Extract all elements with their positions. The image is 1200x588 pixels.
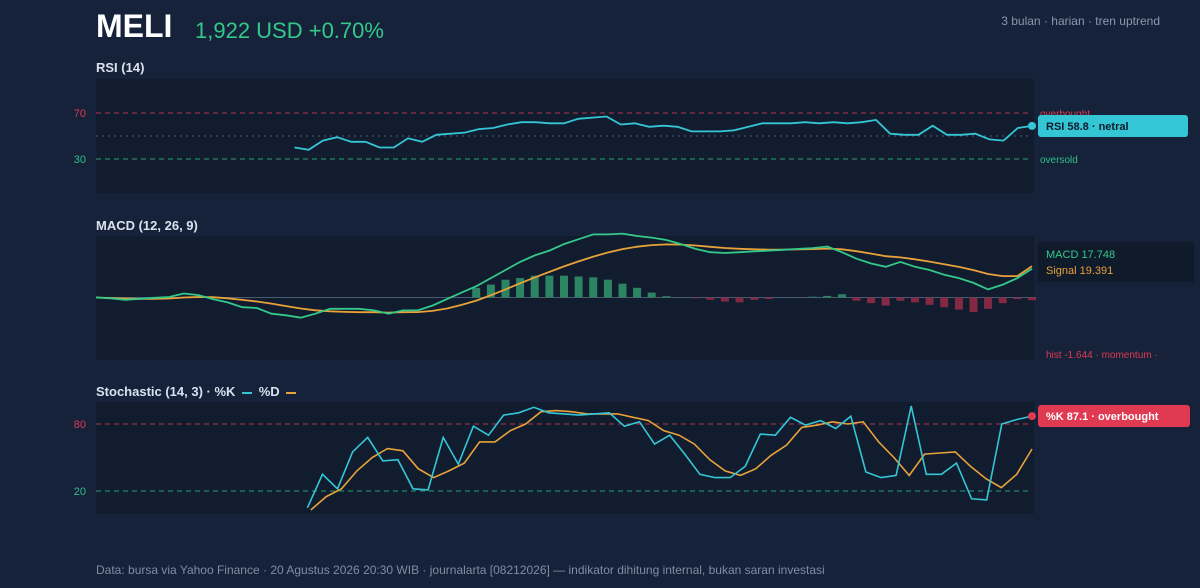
rsi-last-point [1028,121,1036,130]
macd-hist-bar [911,297,919,303]
stoch-d-legend-swatch [286,391,297,394]
price-change: 1,922 USD +0.70% [195,18,384,43]
macd-hist-bar [896,297,905,301]
macd-hist-bar [940,297,949,308]
macd-hist-bar [662,296,671,298]
macd-hist-bar [823,295,832,298]
macd-hist-bar [603,279,612,298]
stoch-callout-text: %K 87.1 · overbought [1046,411,1159,423]
macd-hist-bar [867,297,876,304]
macd-hist-bar [647,292,656,298]
macd-hist-bar [1028,297,1036,301]
macd-hist-bar [925,297,934,305]
macd-signal-line [95,243,1033,314]
macd-hist-bar [852,297,861,301]
stoch-d-line [310,409,1033,511]
macd-hist-bar [545,275,554,298]
macd-hist-bar [750,297,759,300]
stoch-d-legend-label: %D [258,384,280,399]
macd-hist-bar [589,277,598,298]
stoch-last-point [1028,412,1036,421]
macd-hist-bar [560,275,568,298]
rsi-tick-70: 70 [74,108,86,120]
ticker-symbol: MELI [96,8,173,44]
rsi-callout-text: RSI 58.8 · netral [1046,121,1129,133]
macd-hist-bar [1013,297,1022,300]
stoch-tick-80: 80 [74,419,86,431]
macd-legend-signal: Signal 19.391 [1046,265,1113,277]
stoch-k-legend-swatch [242,391,253,394]
macd-hist-bar [574,276,583,298]
stoch-tick-20: 20 [74,486,86,498]
macd-hist-bar [735,297,744,303]
rsi-overbought-label: overbought [1040,109,1090,120]
macd-title: MACD (12, 26, 9) [96,218,198,233]
macd-legend-box [1038,242,1194,282]
footer-source: Data: bursa via Yahoo Finance · 20 Agust… [96,563,825,577]
macd-hist-bar [808,296,817,298]
macd-hist-bar [998,297,1007,304]
macd-hist-bar [530,275,539,298]
stoch-title-text: Stochastic (14, 3) · %K [96,384,236,399]
macd-hist-bar [764,297,773,300]
macd-hist-bar [472,287,481,298]
macd-hist-bar [618,283,627,298]
rsi-callout-box [1038,115,1188,137]
macd-hist-bar [954,297,963,310]
macd-hist-annotation: hist -1.644 · momentum · [1046,350,1158,361]
stoch-callout-box [1038,405,1190,427]
macd-hist-bar [837,294,846,298]
macd-hist-bar [486,284,495,298]
macd-hist-bar [984,297,993,309]
macd-hist-bar [691,297,700,299]
macd-line [95,232,1033,319]
rsi-tick-30: 30 [74,154,86,166]
macd-hist-bar [881,297,890,306]
macd-hist-bar [720,297,729,302]
rsi-title: RSI (14) [96,60,145,75]
macd-hist-bar [706,297,715,300]
stoch-panel [96,402,1034,514]
rsi-line [294,115,1033,151]
macd-hist-bar [633,287,642,298]
macd-hist-bar [516,278,525,298]
rsi-oversold-label: oversold [1040,155,1078,166]
macd-legend-macd: MACD 17.748 [1046,249,1115,261]
chart-meta: 3 bulan · harian · tren uptrend [1001,14,1160,28]
macd-hist-bar [969,297,978,313]
stoch-title: Stochastic (14, 3) · %K %D [96,384,299,399]
stoch-k-line [306,405,1033,509]
